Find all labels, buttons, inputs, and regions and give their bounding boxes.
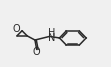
Text: H: H	[48, 28, 55, 38]
Text: O: O	[12, 24, 20, 34]
Text: O: O	[33, 47, 41, 57]
Text: N: N	[48, 33, 55, 43]
